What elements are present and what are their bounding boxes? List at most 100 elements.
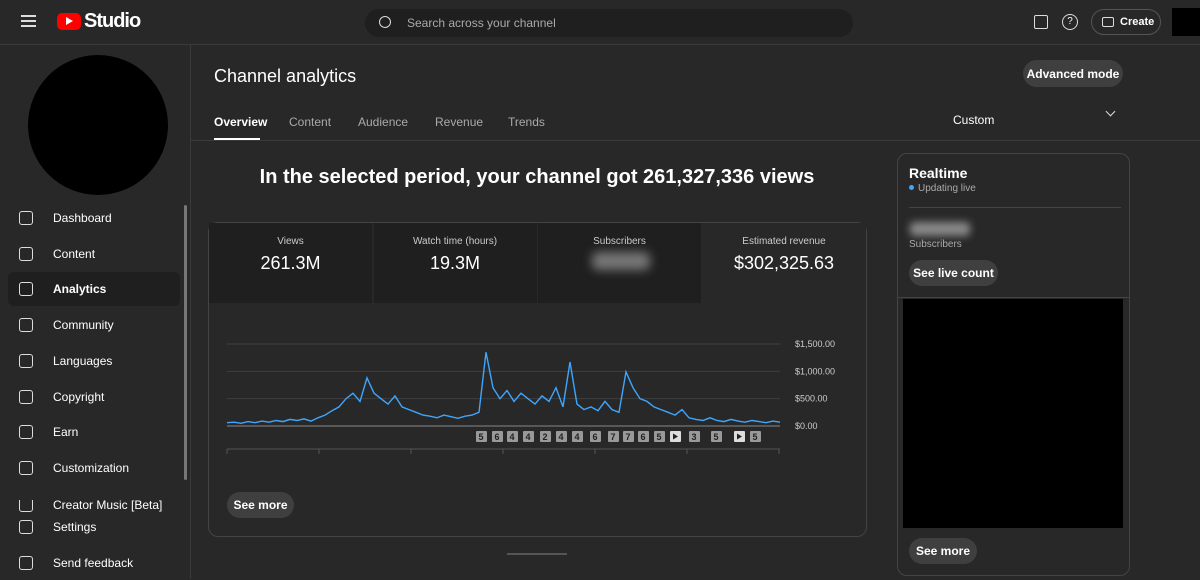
nav-item[interactable]: Copyright bbox=[8, 380, 180, 414]
tab[interactable]: Audience bbox=[358, 115, 409, 129]
tab-underline bbox=[214, 138, 260, 140]
nav-item[interactable]: Languages bbox=[8, 344, 180, 378]
metric-label: Watch time (hours) bbox=[412, 236, 498, 247]
y-tick-label: $1,500.00 bbox=[795, 339, 835, 349]
video-marker bbox=[638, 431, 649, 442]
marker-label: 2 bbox=[542, 432, 547, 442]
marker-label: 7 bbox=[625, 432, 630, 442]
marker-label: 7 bbox=[610, 432, 615, 442]
nav-icon bbox=[19, 318, 33, 333]
metric-tile[interactable]: Views 261.3M bbox=[209, 223, 372, 303]
divider bbox=[191, 140, 1200, 141]
logo-icon bbox=[57, 13, 81, 30]
page-title: Channel analytics bbox=[214, 66, 357, 86]
y-tick-label: $0.00 bbox=[795, 421, 818, 431]
tab[interactable]: Overview bbox=[214, 115, 268, 129]
y-tick-label: $1,000.00 bbox=[795, 366, 835, 376]
subscribers-label: Subscribers bbox=[909, 239, 962, 250]
video-marker bbox=[556, 431, 567, 442]
nav-item[interactable]: Community bbox=[8, 308, 180, 342]
revenue-line bbox=[226, 352, 781, 425]
marker-label: 5 bbox=[478, 432, 483, 442]
tab[interactable]: Revenue bbox=[435, 115, 484, 129]
metric-tile[interactable]: Watch time (hours) 19.3M bbox=[373, 223, 537, 303]
metric-value: 19.3M bbox=[429, 253, 481, 273]
marker-label: 6 bbox=[494, 432, 499, 442]
video-marker bbox=[608, 431, 619, 442]
nav-icon bbox=[19, 246, 33, 261]
realtime-see-more-button[interactable]: See more bbox=[909, 538, 977, 564]
nav-label: Community bbox=[53, 318, 114, 333]
realtime-title: Realtime bbox=[909, 165, 968, 181]
video-marker bbox=[540, 431, 551, 442]
realtime-chart-redacted bbox=[903, 299, 1123, 528]
nav-icon bbox=[19, 460, 33, 475]
nav-icon bbox=[19, 555, 33, 570]
nav-icon bbox=[19, 211, 33, 225]
y-tick-label: $500.00 bbox=[795, 394, 828, 404]
create-icon bbox=[1102, 17, 1114, 27]
nav-item[interactable]: Earn bbox=[8, 415, 180, 449]
nav-label: Settings bbox=[53, 520, 97, 534]
nav-icon bbox=[19, 425, 33, 440]
create-button[interactable]: Create bbox=[1091, 9, 1161, 35]
video-marker bbox=[492, 431, 503, 442]
channel-avatar[interactable] bbox=[28, 55, 168, 195]
logo-text[interactable]: Studio bbox=[84, 10, 141, 32]
nav-label: Dashboard bbox=[53, 211, 112, 225]
create-label: Create bbox=[1120, 16, 1155, 28]
advanced-mode-button[interactable]: Advanced mode bbox=[1023, 60, 1123, 87]
search-icon bbox=[379, 16, 391, 28]
account-avatar[interactable] bbox=[1172, 8, 1200, 36]
nav-label: Languages bbox=[53, 353, 113, 368]
scrollbar bbox=[184, 205, 187, 480]
metric-label: Estimated revenue bbox=[742, 236, 826, 247]
metric-tile[interactable]: Estimated revenue $302,325.63 bbox=[702, 223, 866, 303]
video-marker bbox=[711, 431, 722, 442]
nav-item[interactable]: Send feedback bbox=[8, 546, 180, 580]
top-bar: Studio Search across your channel ? Crea… bbox=[0, 0, 1200, 45]
nav-item[interactable]: Content bbox=[8, 237, 180, 271]
nav-label: Earn bbox=[53, 425, 79, 440]
see-more-button[interactable]: See more bbox=[227, 492, 294, 518]
video-marker bbox=[590, 431, 601, 442]
period-select[interactable]: Custom bbox=[953, 113, 995, 127]
metric-value: 261.3M bbox=[260, 253, 321, 273]
nav-item[interactable]: Dashboard bbox=[8, 201, 180, 235]
tab[interactable]: Content bbox=[289, 115, 332, 129]
subscribers-blurred bbox=[592, 252, 650, 270]
tab[interactable]: Trends bbox=[508, 115, 545, 129]
marker-label: 3 bbox=[691, 432, 696, 442]
see-live-count-button[interactable]: See live count bbox=[909, 260, 998, 286]
video-marker bbox=[523, 431, 534, 442]
nav-label: Customization bbox=[53, 460, 130, 475]
feedback-icon[interactable] bbox=[1034, 15, 1048, 29]
realtime-card: Realtime Updating live Subscribers See l… bbox=[897, 153, 1130, 576]
video-marker bbox=[476, 431, 487, 442]
nav-item[interactable]: Settings bbox=[8, 510, 180, 544]
nav-item[interactable]: Creator Music [Beta] bbox=[8, 500, 180, 512]
marker-label: 6 bbox=[592, 432, 597, 442]
video-marker bbox=[623, 431, 634, 442]
nav-item[interactable]: Analytics bbox=[8, 272, 180, 307]
search-box[interactable]: Search across your channel bbox=[365, 9, 853, 37]
nav-item[interactable]: Customization bbox=[8, 451, 180, 485]
nav-icon bbox=[19, 389, 33, 404]
nav-icon bbox=[19, 282, 33, 297]
nav-label: Analytics bbox=[53, 282, 107, 297]
analytics-card bbox=[208, 222, 867, 537]
search-placeholder: Search across your channel bbox=[407, 16, 556, 30]
marker-label: 4 bbox=[525, 432, 530, 442]
play-icon bbox=[673, 433, 678, 440]
marker-label: 4 bbox=[574, 432, 579, 442]
menu-icon[interactable] bbox=[21, 15, 36, 27]
nav-label: Copyright bbox=[53, 389, 105, 404]
help-icon[interactable]: ? bbox=[1062, 14, 1078, 30]
marker-label: 5 bbox=[656, 432, 661, 442]
video-marker bbox=[572, 431, 583, 442]
video-marker bbox=[689, 431, 700, 442]
metric-label: Views bbox=[277, 236, 304, 247]
